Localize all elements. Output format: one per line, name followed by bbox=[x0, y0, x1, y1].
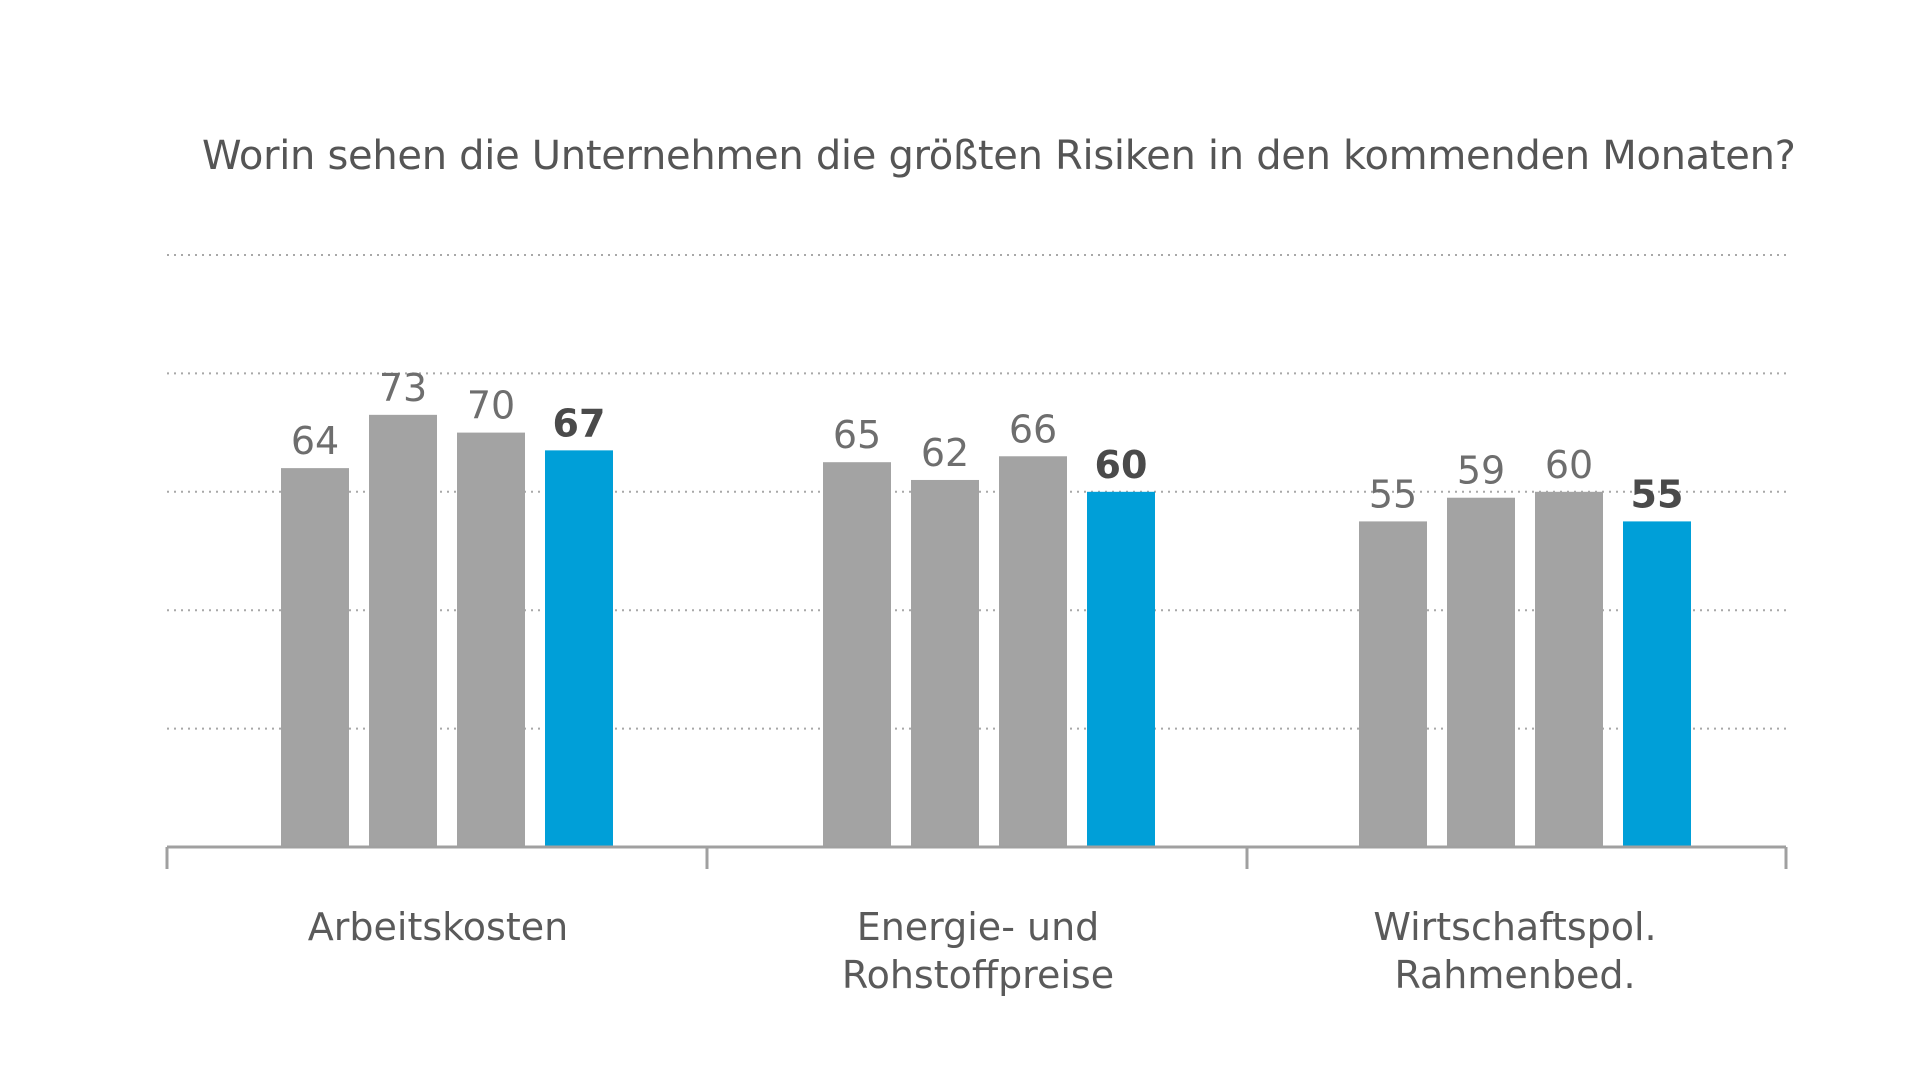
category-label-line: Arbeitskosten bbox=[308, 905, 568, 949]
data-label: 55 bbox=[1631, 472, 1684, 516]
data-label: 60 bbox=[1095, 443, 1148, 487]
bar-highlight bbox=[1087, 491, 1155, 847]
data-label: 62 bbox=[921, 431, 969, 475]
category-label-line: Energie- und bbox=[857, 905, 1100, 949]
bar bbox=[281, 468, 349, 847]
data-label: 55 bbox=[1369, 472, 1417, 516]
data-label: 73 bbox=[379, 366, 427, 410]
bar bbox=[369, 414, 437, 847]
category-label: Wirtschaftspol. Rahmenbed. bbox=[1373, 905, 1656, 997]
chart-title: Worin sehen die Unternehmen die größten … bbox=[202, 133, 1796, 179]
bar bbox=[1447, 497, 1515, 847]
data-label: 66 bbox=[1009, 407, 1057, 451]
category-label-line: Wirtschaftspol. bbox=[1373, 905, 1656, 949]
data-label: 64 bbox=[291, 419, 339, 463]
value-labels: 64 73 70 67 65 62 66 60 55 59 60 55 bbox=[291, 366, 1684, 517]
data-label: 67 bbox=[553, 401, 606, 445]
bars bbox=[281, 414, 1691, 847]
bar bbox=[999, 456, 1067, 847]
x-axis bbox=[165, 845, 1788, 869]
bar bbox=[911, 479, 979, 847]
bar-highlight bbox=[1623, 521, 1691, 847]
data-label: 65 bbox=[833, 413, 881, 457]
category-label-line: Rahmenbed. bbox=[1394, 953, 1635, 997]
bar bbox=[1359, 521, 1427, 847]
bar bbox=[823, 462, 891, 847]
data-label: 60 bbox=[1545, 443, 1593, 487]
category-label: Arbeitskosten bbox=[308, 905, 568, 949]
category-label-line: Rohstoffpreise bbox=[842, 953, 1114, 997]
bar bbox=[457, 432, 525, 847]
category-label: Energie- und Rohstoffpreise bbox=[842, 905, 1114, 997]
category-labels: Arbeitskosten Energie- und Rohstoffpreise W… bbox=[308, 905, 1657, 997]
bar bbox=[1535, 491, 1603, 847]
data-label: 59 bbox=[1457, 449, 1505, 493]
bar-highlight bbox=[545, 450, 613, 847]
data-label: 70 bbox=[467, 384, 515, 428]
